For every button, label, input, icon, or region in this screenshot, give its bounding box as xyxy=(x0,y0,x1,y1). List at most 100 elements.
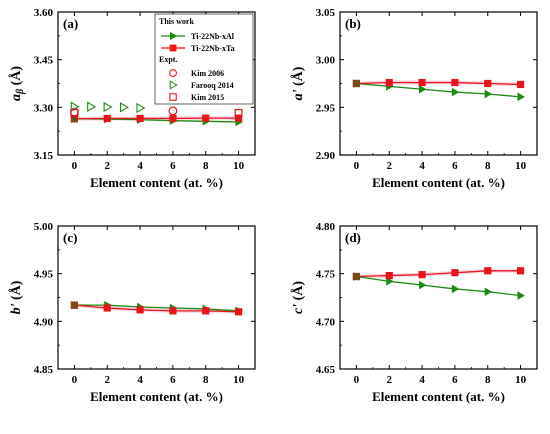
ytick-label-c-0: 4.85 xyxy=(34,364,54,376)
point-c-ta-1 xyxy=(103,304,111,312)
point-c-ta-3 xyxy=(169,307,177,315)
series-line-c-ta xyxy=(74,304,239,313)
point-d-ta-3 xyxy=(451,269,459,277)
plot-frame-d xyxy=(339,225,538,370)
x-axis-label-b: Element content (at. %) xyxy=(372,175,505,190)
x-axis-label-a: Element content (at. %) xyxy=(90,175,223,190)
expt-point-a-2-1 xyxy=(234,109,243,118)
expt-point-a-1-0 xyxy=(70,101,80,112)
xtick-label-c-2: 4 xyxy=(137,374,143,386)
point-a-ta-2 xyxy=(136,114,144,123)
ytick-label-b-3: 3.05 xyxy=(316,7,336,19)
expt-point-a-1-3 xyxy=(119,102,129,113)
xtick-label-b-0: 0 xyxy=(354,160,360,172)
panel-c: 0 2 4 6 8 10 4.85 4.90 4.95 5.00 Element content (… xyxy=(8,221,256,404)
point-b-al-2 xyxy=(418,84,427,94)
legend-marker-farooq2014 xyxy=(169,80,178,90)
point-a-ta-5 xyxy=(234,114,243,122)
ytick-label-d-1: 4.70 xyxy=(316,316,336,328)
xtick-label-c-0: 0 xyxy=(72,374,78,386)
ytick-label-b-2: 3.00 xyxy=(316,55,336,67)
panel-label-a: (a) xyxy=(63,16,78,31)
expt-point-a-0-1 xyxy=(168,106,178,116)
ytick-label-a-2: 3.45 xyxy=(34,55,54,67)
panel-label-b: (b) xyxy=(345,16,361,31)
point-d-al-2 xyxy=(418,280,427,290)
point-d-al-1 xyxy=(386,277,394,286)
y-axis-label-c: b' (Å) xyxy=(8,280,24,314)
expt-point-a-1-4 xyxy=(136,102,146,114)
xtick-label-c-1: 2 xyxy=(105,374,111,386)
point-d-ta-5 xyxy=(516,267,525,275)
ytick-label-c-3: 5.00 xyxy=(34,221,54,233)
xtick-label-c-3: 6 xyxy=(170,374,176,386)
ytick-label-c-1: 4.90 xyxy=(34,316,54,328)
xtick-label-d-2: 4 xyxy=(419,374,425,386)
xtick-label-d-4: 8 xyxy=(485,374,491,386)
panel-a: 0 2 4 6 8 10 3.15 3.30 3.45 3.60 Element content (… xyxy=(8,7,256,190)
xtick-label-a-1: 2 xyxy=(105,160,111,172)
series-line-b-al xyxy=(356,82,521,98)
ytick-label-d-3: 4.80 xyxy=(316,221,336,233)
panel-label-d: (d) xyxy=(345,230,361,245)
point-d-ta-2 xyxy=(418,271,426,279)
plot-frame-c xyxy=(57,225,256,370)
x-axis-label-d: Element content (at. %) xyxy=(372,389,505,404)
ytick-label-d-0: 4.65 xyxy=(316,364,336,376)
legend-expt: Expt. xyxy=(159,55,177,64)
xtick-label-b-3: 6 xyxy=(452,160,458,172)
xtick-label-a-0: 0 xyxy=(72,160,78,172)
expt-point-a-1-2 xyxy=(103,101,113,113)
point-b-overlap xyxy=(352,79,361,88)
series-line-d-al xyxy=(356,275,521,297)
point-d-al-4 xyxy=(484,287,493,297)
ytick-label-d-2: 4.75 xyxy=(316,269,336,281)
panel-label-c: (c) xyxy=(63,230,77,245)
xtick-label-d-0: 0 xyxy=(354,374,360,386)
xtick-label-a-5: 10 xyxy=(233,160,245,172)
point-b-ta-3 xyxy=(451,78,459,87)
series-line-c-al xyxy=(74,304,239,312)
legend-marker-kim2015 xyxy=(169,93,177,101)
ytick-label-a-1: 3.30 xyxy=(34,102,54,114)
xtick-label-c-4: 8 xyxy=(203,374,209,386)
point-b-al-3 xyxy=(451,87,460,97)
point-c-ta-5 xyxy=(234,308,243,316)
series-line-b-ta xyxy=(356,81,521,86)
point-c-ta-4 xyxy=(202,307,210,315)
y-axis-label-b: a' (Å) xyxy=(290,66,306,100)
y-axis-label-a: aβ (Å) xyxy=(8,66,26,101)
legend-label-kim2006: Kim 2006 xyxy=(191,69,224,78)
legend-marker-ta xyxy=(169,44,177,52)
panel-d: 0 2 4 6 8 10 4.65 4.70 4.75 4.80 Element content (… xyxy=(290,221,538,404)
legend-box xyxy=(154,13,254,105)
panel-b: 0 2 4 6 8 10 2.90 2.95 3.00 3.05 Element content (… xyxy=(290,7,538,190)
x-axis-label-c: Element content (at. %) xyxy=(90,389,223,404)
xtick-label-b-2: 4 xyxy=(419,160,425,172)
point-b-al-4 xyxy=(484,89,493,99)
ytick-label-a-0: 3.15 xyxy=(34,150,54,162)
xtick-label-a-2: 4 xyxy=(137,160,143,172)
ytick-label-b-1: 2.95 xyxy=(316,102,336,114)
legend-this-work: This work xyxy=(159,17,194,26)
point-d-ta-4 xyxy=(484,267,492,275)
legend-label-ta: Ti-22Nb-xTa xyxy=(191,44,235,53)
xtick-label-a-3: 6 xyxy=(170,160,176,172)
ytick-label-b-0: 2.90 xyxy=(316,150,336,162)
ytick-label-a-3: 3.60 xyxy=(34,7,54,19)
legend-label-farooq2014: Farooq 2014 xyxy=(191,81,234,90)
point-d-al-5 xyxy=(517,291,525,300)
legend-marker-kim2006 xyxy=(169,69,177,77)
xtick-label-a-4: 8 xyxy=(203,160,209,172)
expt-point-a-2-0 xyxy=(70,109,79,118)
xtick-label-d-1: 2 xyxy=(387,374,393,386)
legend: This work Ti-22Nb-xAl Ti-22Nb-xTa Expt. Kim … xyxy=(154,13,254,105)
xtick-label-b-5: 10 xyxy=(515,160,527,172)
xtick-label-d-3: 6 xyxy=(452,374,458,386)
point-b-ta-2 xyxy=(418,78,426,87)
legend-label-al: Ti-22Nb-xAl xyxy=(191,32,235,41)
xtick-label-b-1: 2 xyxy=(387,160,393,172)
legend-marker-al xyxy=(170,31,178,41)
point-b-al-5 xyxy=(517,92,525,102)
